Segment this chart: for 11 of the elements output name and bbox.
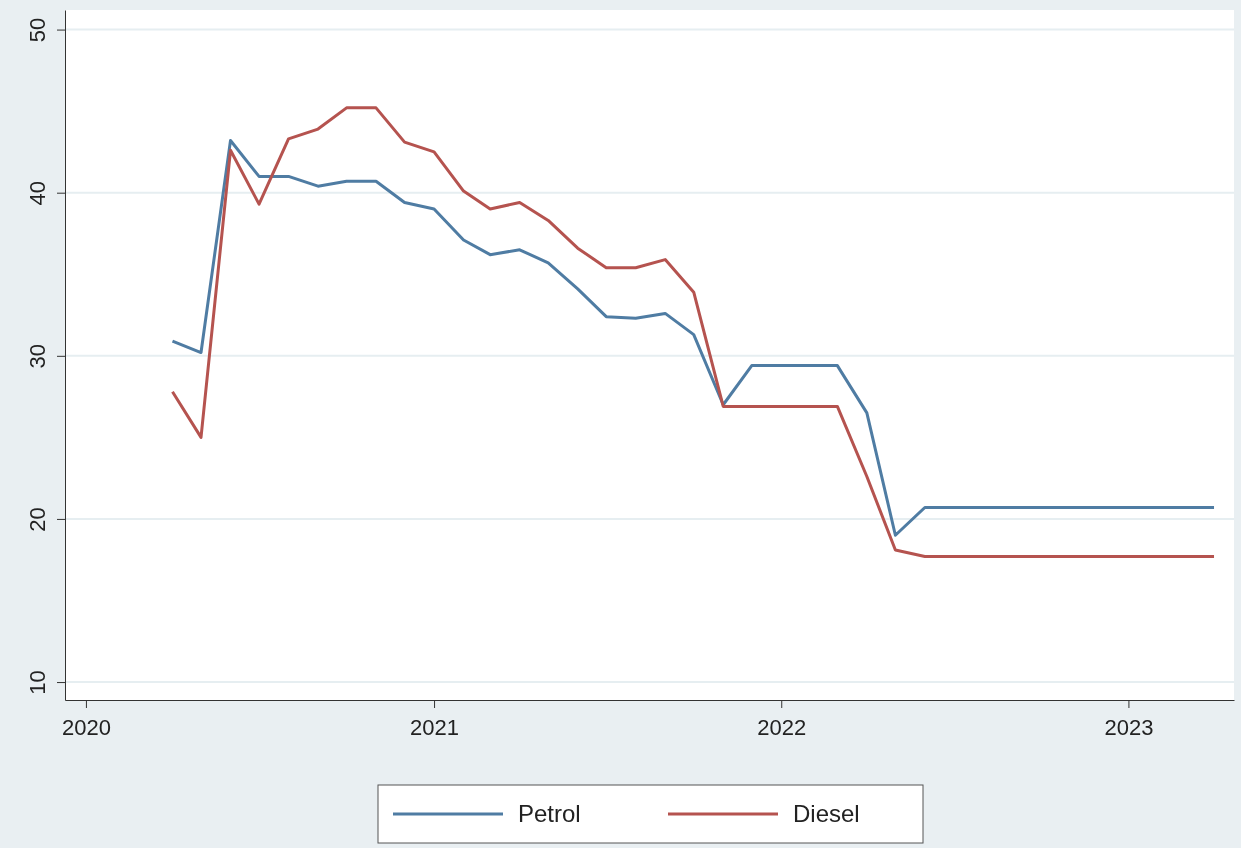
x-tick-label: 2022 <box>757 715 807 741</box>
y-tick-label: 50 <box>25 17 50 43</box>
y-tick-label: 10 <box>25 670 50 695</box>
legend-label: Petrol <box>518 800 581 827</box>
y-tick-label: 40 <box>25 180 50 206</box>
legend-label: Diesel <box>793 800 860 827</box>
x-tick-label: 2021 <box>410 715 460 741</box>
x-tick-label: 2020 <box>61 715 111 741</box>
x-tick-label: 2023 <box>1104 715 1154 741</box>
y-tick-label: 30 <box>25 344 50 369</box>
y-tick-label: 20 <box>25 507 50 532</box>
